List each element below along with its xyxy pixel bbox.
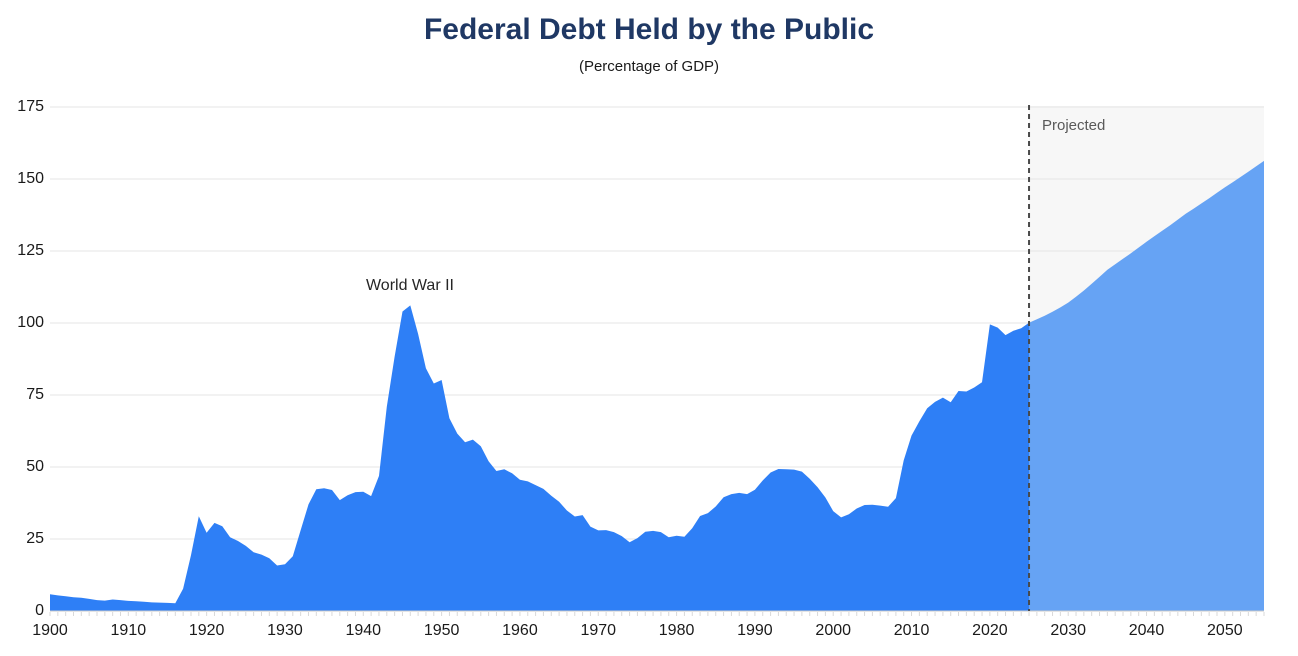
x-tick-label-1930: 1930 — [267, 622, 303, 639]
x-tick-label-2050: 2050 — [1207, 622, 1243, 639]
x-tick-label-1950: 1950 — [423, 622, 460, 639]
x-tick-label-2000: 2000 — [815, 622, 852, 639]
y-tick-label-75: 75 — [26, 386, 44, 403]
projected-area — [1029, 160, 1264, 611]
y-tick-label-150: 150 — [17, 170, 44, 187]
chart-subtitle: (Percentage of GDP) — [578, 58, 720, 75]
y-tick-label-175: 175 — [17, 98, 44, 115]
world-war-ii-annotation: World War II — [365, 277, 454, 294]
historical-area — [50, 305, 1029, 611]
x-tick-label-2040: 2040 — [1128, 622, 1165, 639]
y-tick-label-25: 25 — [26, 530, 44, 547]
x-tick-label-1910: 1910 — [110, 622, 147, 639]
x-tick-label-1980: 1980 — [658, 622, 695, 639]
x-tick-label-2020: 2020 — [972, 622, 1008, 639]
y-tick-label-50: 50 — [26, 458, 44, 475]
x-tick-label-1960: 1960 — [502, 622, 538, 639]
x-tick-label-2030: 2030 — [1050, 622, 1086, 639]
x-tick-label-1940: 1940 — [345, 622, 382, 639]
x-tick-label-2010: 2010 — [893, 622, 930, 639]
x-tick-label-1920: 1920 — [188, 622, 225, 639]
projected-label: Projected — [1042, 117, 1106, 134]
x-tick-label-1900: 1900 — [32, 622, 68, 639]
x-tick-label-1970: 1970 — [580, 622, 617, 639]
y-tick-label-125: 125 — [17, 242, 44, 259]
y-tick-label-100: 100 — [17, 314, 44, 331]
x-tick-label-1990: 1990 — [737, 622, 773, 639]
chart-title: Federal Debt Held by the Public — [423, 13, 875, 46]
y-tick-label-0: 0 — [35, 602, 44, 619]
